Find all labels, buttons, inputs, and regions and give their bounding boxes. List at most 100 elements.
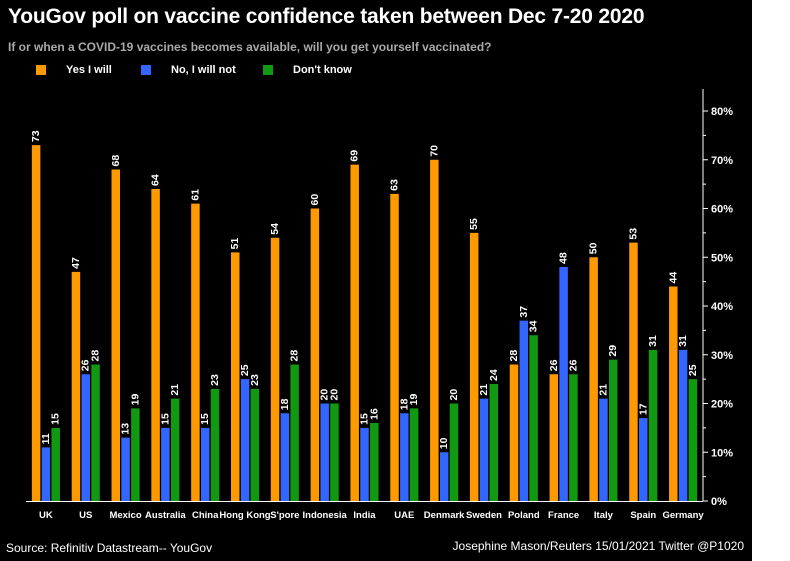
data-label: 61 — [189, 189, 201, 201]
data-label: 16 — [368, 408, 380, 420]
bar — [439, 452, 449, 501]
data-label: 60 — [309, 194, 321, 206]
y-tick-label: 50% — [711, 252, 733, 264]
bar — [210, 388, 220, 501]
bar — [639, 418, 648, 501]
data-label: 18 — [279, 398, 291, 410]
x-tick-label: Denmark — [424, 510, 465, 521]
data-label: 24 — [488, 369, 500, 381]
bar — [31, 145, 41, 501]
data-label: 28 — [508, 350, 520, 362]
bar — [350, 164, 359, 501]
bar — [430, 159, 439, 501]
bar — [250, 388, 260, 501]
data-label: 10 — [438, 437, 450, 449]
bar — [360, 427, 369, 501]
bar — [51, 427, 60, 501]
x-tick-label: Hong Kong — [219, 510, 270, 521]
data-label: 23 — [209, 374, 221, 386]
bar — [449, 403, 459, 501]
x-tick-label: Indonesia — [303, 510, 348, 521]
bar — [280, 413, 290, 501]
data-label: 64 — [150, 174, 162, 186]
data-label: 11 — [40, 433, 52, 444]
bar — [200, 427, 210, 501]
data-label: 20 — [328, 389, 340, 401]
y-tick-label: 10% — [711, 447, 733, 459]
source-note: Source: Refinitiv Datastream-- YouGov — [6, 541, 213, 555]
bar — [648, 349, 658, 501]
bar — [608, 359, 618, 501]
x-tick-label: Poland — [508, 510, 540, 521]
bar — [549, 374, 559, 501]
data-label: 69 — [349, 150, 361, 162]
bar — [519, 320, 529, 501]
bar — [71, 271, 81, 501]
right-margin — [752, 0, 790, 561]
x-tick-label: Germany — [662, 510, 704, 521]
data-label: 37 — [518, 306, 530, 318]
chart-title: YouGov poll on vaccine confidence taken … — [8, 5, 645, 28]
x-tick-label: Australia — [145, 510, 186, 521]
credit-note: Josephine Mason/Reuters 15/01/2021 Twitt… — [452, 539, 744, 553]
bar — [678, 349, 688, 501]
data-label: 17 — [637, 403, 649, 415]
y-tick-label: 80% — [711, 106, 733, 118]
data-label: 13 — [120, 423, 132, 435]
bar — [81, 374, 90, 501]
bar — [111, 169, 121, 501]
x-tick-label: S'pore — [270, 510, 299, 521]
data-label: 21 — [478, 384, 490, 396]
bar — [121, 437, 130, 501]
bar — [131, 408, 140, 501]
data-label: 25 — [239, 364, 251, 376]
bar — [479, 398, 489, 501]
bar — [370, 423, 379, 501]
data-label: 31 — [647, 335, 659, 347]
data-label: 44 — [667, 272, 679, 284]
legend-swatch-no — [141, 65, 151, 75]
x-tick-label: Spain — [630, 510, 656, 521]
bar — [589, 257, 598, 501]
data-label: 15 — [199, 413, 211, 425]
data-label: 34 — [528, 320, 540, 332]
legend-item-dontknow: Don't know — [263, 63, 352, 77]
data-label: 53 — [627, 228, 639, 240]
data-label: 28 — [289, 350, 301, 362]
y-tick-label: 20% — [711, 399, 733, 411]
bar — [599, 398, 608, 501]
data-label: 25 — [687, 364, 699, 376]
data-label: 68 — [110, 155, 122, 167]
legend-swatch-dontknow — [263, 65, 273, 75]
legend-label-no: No, I will not — [171, 64, 236, 76]
data-label: 21 — [169, 384, 181, 396]
legend-item-yes: Yes I will — [36, 63, 112, 77]
data-label: 63 — [389, 179, 401, 191]
x-tick-label: India — [353, 510, 376, 521]
bar — [529, 335, 538, 501]
bar — [290, 364, 299, 501]
y-tick-label: 60% — [711, 204, 733, 216]
data-label: 31 — [677, 335, 689, 347]
x-tick-label: France — [548, 510, 579, 521]
data-label: 55 — [468, 218, 480, 230]
x-tick-label: Mexico — [109, 510, 141, 521]
legend-swatch-yes — [36, 65, 46, 75]
data-label: 18 — [398, 398, 410, 410]
bar — [320, 403, 329, 501]
x-tick-label: UAE — [394, 510, 414, 521]
y-tick-label: 40% — [711, 301, 733, 313]
bar — [330, 403, 339, 501]
bar — [230, 252, 240, 501]
data-label: 28 — [90, 350, 102, 362]
bar — [559, 267, 568, 501]
bar — [91, 364, 100, 501]
bar — [469, 232, 479, 501]
x-tick-label: Italy — [594, 510, 614, 521]
data-label: 26 — [567, 359, 579, 371]
data-label: 50 — [588, 242, 600, 254]
bar — [400, 413, 409, 501]
chart-panel: YouGov poll on vaccine confidence taken … — [0, 0, 752, 561]
bar — [270, 237, 280, 501]
